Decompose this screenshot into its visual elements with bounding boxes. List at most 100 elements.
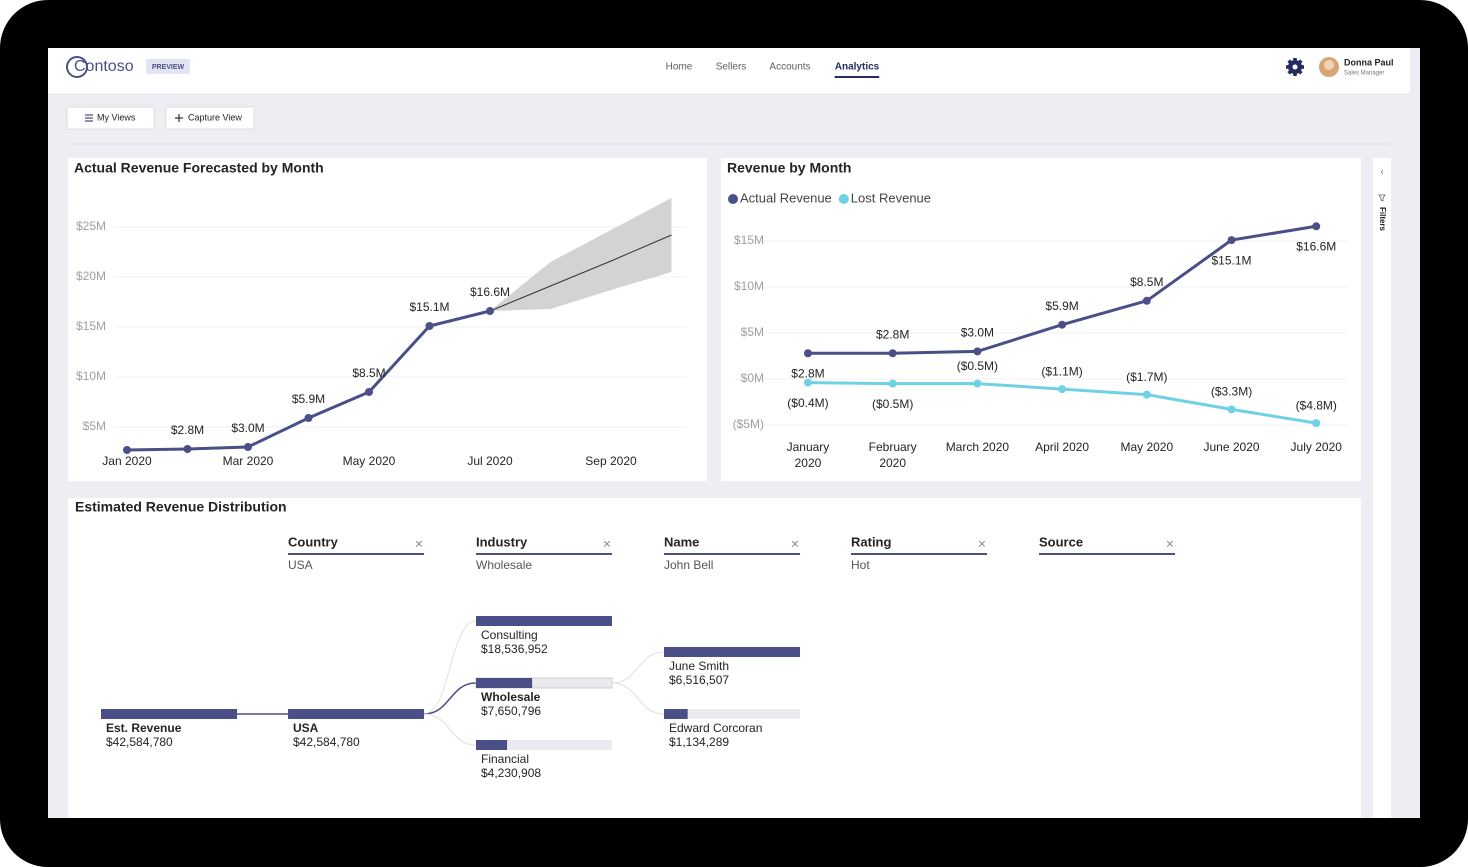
x-tick-label: Jan 2020 — [102, 454, 152, 468]
level-header[interactable]: Name — [664, 534, 699, 549]
y-tick-label: $15M — [76, 319, 106, 333]
data-label: $2.8M — [876, 327, 909, 341]
remove-level[interactable]: × — [978, 536, 986, 552]
remove-level[interactable]: × — [791, 536, 799, 552]
y-tick-label: $10M — [734, 279, 764, 293]
x-tick-label: May 2020 — [1120, 440, 1173, 454]
node-value: $7,650,796 — [481, 704, 541, 718]
point — [888, 349, 897, 358]
point — [803, 349, 812, 358]
badge: PREVIEW — [152, 64, 185, 71]
x-tick-label: Jul 2020 — [467, 454, 513, 468]
button-label: Capture View — [188, 112, 242, 122]
node-value: $42,584,780 — [106, 735, 173, 749]
node-label: June Smith — [669, 659, 729, 673]
point — [1142, 390, 1151, 399]
tree-link — [423, 713, 477, 746]
plus-icon — [175, 114, 183, 122]
bar-track — [476, 740, 612, 750]
data-label: $2.8M — [171, 423, 204, 437]
nav-item[interactable]: Sellers — [716, 62, 747, 73]
bar[interactable] — [664, 647, 800, 657]
node-value: $6,516,507 — [669, 673, 729, 687]
x-tick-label: Sep 2020 — [585, 454, 637, 468]
y-tick-label: $5M — [741, 325, 764, 339]
point — [486, 307, 494, 315]
node-value: $4,230,908 — [481, 766, 541, 780]
bar[interactable] — [288, 709, 424, 719]
button-capture-view[interactable] — [165, 106, 255, 130]
node-label: Est. Revenue — [106, 721, 182, 735]
nav-item[interactable]: Home — [666, 62, 693, 73]
bar[interactable] — [101, 709, 237, 719]
x-tick-label: January 2020 — [787, 440, 830, 470]
data-label: $5.9M — [1045, 299, 1078, 313]
user-role: Sales Manager — [1344, 71, 1384, 77]
level-header[interactable]: Country — [288, 534, 339, 549]
point — [973, 379, 982, 388]
node-value: $1,134,289 — [669, 735, 729, 749]
logo-mark — [66, 56, 88, 78]
point — [425, 322, 434, 330]
data-label: ($4.8M) — [1296, 398, 1337, 412]
button-my-views[interactable] — [66, 106, 155, 130]
data-label: $15.1M — [409, 300, 449, 314]
data-label: ($3.3M) — [1211, 385, 1252, 399]
nav-item[interactable]: Accounts — [769, 62, 810, 73]
x-tick-label: Mar 2020 — [223, 454, 274, 468]
x-tick-label: March 2020 — [946, 440, 1010, 454]
point — [244, 443, 252, 451]
filter-icon — [1378, 194, 1386, 202]
tree-link — [423, 620, 477, 715]
content: $5M $10M $15M $20M $25M Jan 2020 Mar 2020 May 2… — [76, 190, 1348, 780]
level-header[interactable]: Rating — [851, 534, 892, 549]
filters-label: Filters — [1378, 207, 1387, 232]
filters-pane[interactable] — [1373, 158, 1391, 818]
bar[interactable] — [664, 709, 688, 719]
tree-link — [611, 651, 665, 684]
tree-title: Estimated Revenue Distribution — [75, 499, 287, 515]
node-label: Consulting — [481, 628, 538, 642]
chart-title: Actual Revenue Forecasted by Month — [74, 160, 324, 176]
legend-label: Actual Revenue — [740, 190, 832, 205]
level-selection: Wholesale — [476, 558, 532, 572]
node-value: $18,536,952 — [481, 642, 548, 656]
level-header[interactable]: Source — [1039, 534, 1083, 549]
data-label: $3.0M — [231, 421, 264, 435]
app-header — [48, 48, 1410, 93]
remove-level[interactable]: × — [415, 536, 423, 552]
avatar-face — [1324, 60, 1334, 70]
data-label: ($1.1M) — [1041, 364, 1082, 378]
data-label: ($0.5M) — [957, 359, 998, 373]
bar[interactable] — [476, 616, 612, 626]
card — [721, 158, 1361, 481]
forecast-band — [490, 198, 672, 311]
level-header[interactable]: Industry — [476, 534, 528, 549]
y-tick-label: $10M — [76, 369, 106, 383]
forecast-line — [489, 234, 672, 312]
data-label: ($0.5M) — [872, 397, 913, 411]
settings-icon[interactable] — [1286, 58, 1304, 76]
data-label: $16.6M — [470, 285, 510, 299]
remove-level[interactable]: × — [603, 536, 611, 552]
data-label: $2.8M — [791, 366, 824, 380]
legend-marker — [838, 194, 849, 204]
point — [973, 347, 982, 356]
point — [1227, 236, 1236, 245]
collapse-icon[interactable]: ‹ — [1380, 167, 1383, 178]
nav-item[interactable]: Analytics — [835, 62, 880, 73]
logo[interactable]: Contoso — [74, 58, 134, 75]
tree-link — [423, 682, 477, 715]
tree-link — [611, 682, 665, 715]
data-label: $15.1M — [1212, 253, 1252, 267]
x-tick-label: July 2020 — [1291, 440, 1343, 454]
level-selection: John Bell — [664, 558, 713, 572]
bar[interactable] — [476, 678, 533, 688]
point — [888, 379, 897, 388]
remove-level[interactable]: × — [1166, 536, 1174, 552]
node-label: USA — [293, 721, 319, 735]
bar[interactable] — [476, 740, 508, 750]
point — [1058, 385, 1067, 394]
point — [304, 414, 313, 422]
node-value: $42,584,780 — [293, 735, 360, 749]
